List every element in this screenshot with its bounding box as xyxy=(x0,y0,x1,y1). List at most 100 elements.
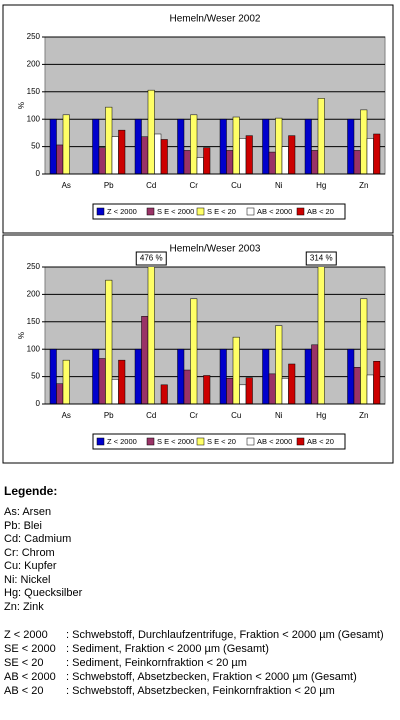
fraction-code: AB < 2000 xyxy=(4,671,56,683)
bar xyxy=(262,118,270,174)
x-tick-label: Cr xyxy=(190,411,199,420)
x-tick-label: Zn xyxy=(359,181,368,190)
bar xyxy=(226,377,234,404)
bar xyxy=(288,135,296,174)
chart-title: Hemeln/Weser 2002 xyxy=(170,14,261,25)
fraction-item: Z < 2000: Schwebstoff, Durchlaufzentrifu… xyxy=(4,628,396,642)
bar xyxy=(219,348,227,404)
value-label-box xyxy=(305,251,337,266)
charts: Hemeln/Weser 2002% 0 50 100 150 200 250 As Pb Cd C… xyxy=(2,4,394,464)
bar xyxy=(311,150,319,174)
y-tick-label: 150 xyxy=(27,317,41,326)
fraction-code: AB < 20 xyxy=(4,685,44,697)
x-tick-label: Pb xyxy=(104,411,114,420)
element-list: As: Arsen Pb: Blei Cd: Cadmium Cr: Chrom Cu:… xyxy=(4,506,396,614)
bar xyxy=(347,118,355,174)
legend-title: Legende: xyxy=(4,484,58,498)
x-tick-label: Zn xyxy=(359,411,368,420)
bar xyxy=(288,363,296,404)
x-tick-label: Cr xyxy=(190,181,199,190)
chart-title: Hemeln/Weser 2003 xyxy=(170,244,261,255)
bar xyxy=(154,133,162,174)
bar xyxy=(232,336,240,404)
legend-box xyxy=(92,203,346,220)
bar xyxy=(360,109,368,174)
bar xyxy=(281,377,289,404)
bar xyxy=(239,384,247,404)
bar xyxy=(183,150,191,174)
bar xyxy=(196,157,204,174)
bar xyxy=(49,118,57,174)
fraction-list: Z < 2000: Schwebstoff, Durchlaufzentrifu… xyxy=(4,628,396,698)
bar xyxy=(311,344,319,404)
legend-swatch xyxy=(296,437,305,446)
y-tick-label: 200 xyxy=(27,290,41,299)
bar xyxy=(226,150,234,174)
bar xyxy=(92,118,100,174)
bar xyxy=(134,118,142,174)
bar xyxy=(183,369,191,404)
legend-swatch xyxy=(146,207,155,216)
y-tick-label: 250 xyxy=(27,32,41,41)
bar xyxy=(245,135,253,174)
bar xyxy=(62,359,70,404)
legend-swatch xyxy=(96,437,105,446)
element-item: Zn: Zink xyxy=(4,600,44,613)
x-tick-label: As xyxy=(62,411,71,420)
legend-label: AB < 2000 xyxy=(257,207,292,216)
bar xyxy=(203,375,211,404)
bar xyxy=(268,151,276,174)
legend-swatch xyxy=(246,437,255,446)
fraction-item: AB < 20: Schwebstoff, Absetzbecken, Fein… xyxy=(4,684,396,698)
bar xyxy=(98,358,106,404)
value-label: 314 % xyxy=(310,254,333,263)
bar xyxy=(111,379,119,404)
legend-label: AB < 2000 xyxy=(257,437,292,446)
bar xyxy=(98,147,106,174)
bar xyxy=(353,367,361,404)
bar xyxy=(92,348,100,404)
legend-label: AB < 20 xyxy=(307,207,334,216)
bar xyxy=(111,136,119,174)
bar xyxy=(353,150,361,174)
fraction-desc: : Schwebstoff, Absetzbecken, Fraktion < … xyxy=(66,671,357,683)
element-item: Cr: Chrom xyxy=(4,546,55,559)
bar xyxy=(304,348,312,404)
legend-label: Z < 2000 xyxy=(107,207,137,216)
fraction-code: Z < 2000 xyxy=(4,629,48,641)
bar xyxy=(373,133,381,174)
bar xyxy=(219,118,227,174)
x-tick-label: Cu xyxy=(231,181,241,190)
fraction-desc: : Sediment, Fraktion < 2000 µm (Gesamt) xyxy=(66,643,269,655)
y-tick-label: 200 xyxy=(27,60,41,69)
bar xyxy=(105,106,113,174)
bar xyxy=(160,384,168,404)
legend-label: S E < 20 xyxy=(207,207,236,216)
x-tick-label: Cu xyxy=(231,411,241,420)
x-tick-label: As xyxy=(62,181,71,190)
legend-text: Legende: As: Arsen Pb: Blei Cd: Cadmium Cr:… xyxy=(4,484,396,698)
y-tick-label: 150 xyxy=(27,87,41,96)
legend-swatch xyxy=(196,437,205,446)
legend-label: S E < 2000 xyxy=(157,437,194,446)
bars xyxy=(49,89,381,174)
value-label-box xyxy=(135,251,167,266)
legend-label: Z < 2000 xyxy=(107,437,137,446)
bar xyxy=(105,279,113,404)
element-item: Ni: Nickel xyxy=(4,573,51,586)
bar xyxy=(141,316,149,404)
bar xyxy=(190,114,198,174)
fraction-code: SE < 20 xyxy=(4,657,44,669)
bar xyxy=(49,348,57,404)
bar xyxy=(147,89,155,174)
bar xyxy=(366,138,374,174)
bar xyxy=(232,116,240,174)
bar xyxy=(177,118,185,174)
bar xyxy=(118,359,126,404)
legend-label: S E < 2000 xyxy=(157,207,194,216)
bar xyxy=(262,348,270,404)
bar xyxy=(56,383,64,404)
x-tick-label: Pb xyxy=(104,181,114,190)
x-tick-label: Ni xyxy=(275,411,283,420)
